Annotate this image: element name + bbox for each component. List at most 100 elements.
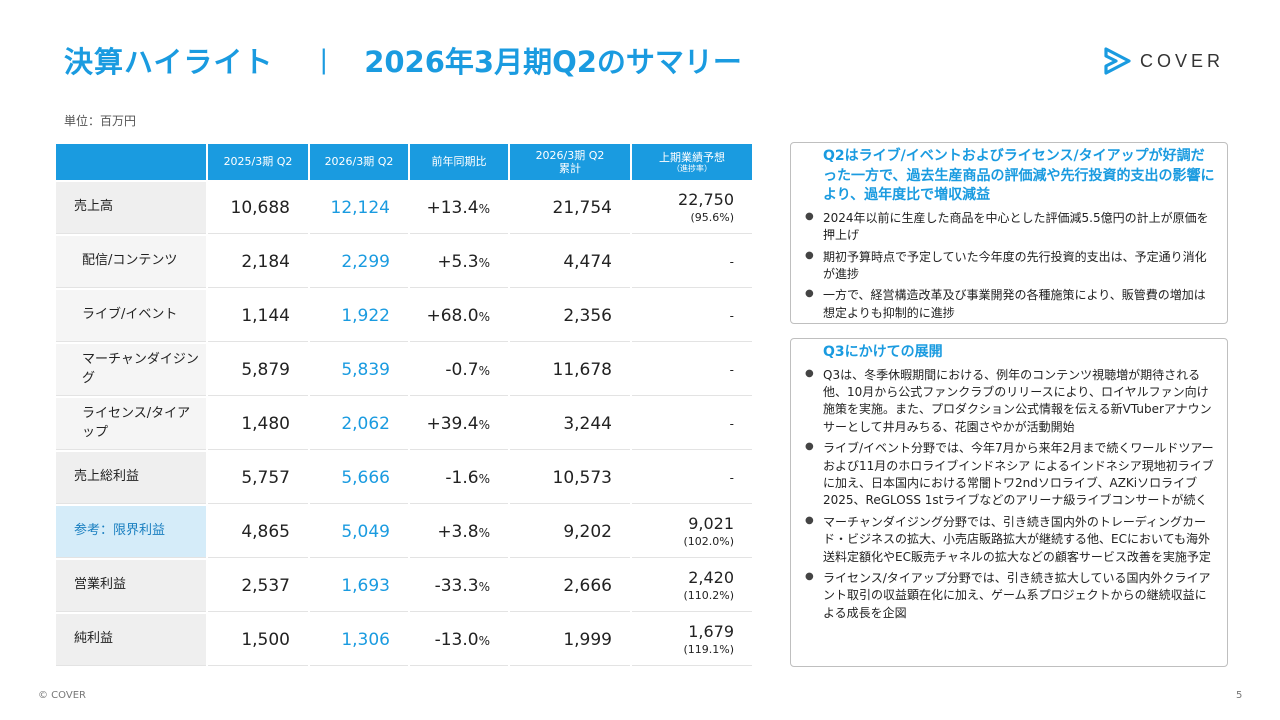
- pct-sign: %: [478, 201, 490, 216]
- cell-cumulative: 2,356: [510, 290, 630, 342]
- page-title: 決算ハイライト: [64, 45, 274, 79]
- forecast-progress: (102.0%): [683, 534, 734, 548]
- cell-forecast: -: [632, 452, 752, 504]
- q2-summary-list: 2024年以前に生産した商品を中心とした評価減5.5億円の計上が原価を押上げ 期…: [801, 210, 1217, 322]
- cell-yoy: +3.8%: [410, 506, 508, 558]
- table-row: 純利益 1,500 1,306 -13.0% 1,999 1,679 (119.1%): [56, 614, 752, 666]
- yoy-value: +3.8: [437, 521, 479, 542]
- cell-curr: 5,839: [310, 344, 408, 396]
- header-forecast-title: 上期業績予想: [659, 150, 725, 164]
- pct-sign: %: [478, 633, 490, 648]
- header-yoy: 前年同期比: [410, 144, 508, 180]
- header-prev: 2025/3期 Q2: [208, 144, 308, 180]
- forecast-progress: (95.6%): [690, 210, 734, 224]
- pct-sign: %: [478, 309, 490, 324]
- cell-yoy: +13.4%: [410, 182, 508, 234]
- cell-forecast: 22,750 (95.6%): [632, 182, 752, 234]
- cell-forecast: -: [632, 236, 752, 288]
- cell-curr: 1,693: [310, 560, 408, 612]
- cell-cumulative: 2,666: [510, 560, 630, 612]
- table-row: マーチャンダイジング 5,879 5,839 -0.7% 11,678-: [56, 344, 752, 396]
- cell-yoy: -0.7%: [410, 344, 508, 396]
- header-label: [56, 144, 206, 180]
- logo-text: COVER: [1140, 50, 1225, 71]
- row-label: 配信/コンテンツ: [56, 236, 206, 288]
- row-label: ライブ/イベント: [56, 290, 206, 342]
- pct-sign: %: [478, 471, 490, 486]
- yoy-value: -1.6: [445, 467, 479, 488]
- cell-curr: 1,922: [310, 290, 408, 342]
- cover-logo-icon: [1104, 47, 1131, 75]
- row-label: 参考：限界利益: [56, 506, 206, 558]
- cover-logo: COVER: [1102, 45, 1224, 77]
- cell-cumulative: 9,202: [510, 506, 630, 558]
- yoy-value: -33.3: [434, 575, 479, 596]
- row-label: 売上総利益: [56, 452, 206, 504]
- yoy-value: +13.4: [426, 197, 479, 218]
- table-row: ライセンス/タイアップ 1,480 2,062 +39.4% 3,244-: [56, 398, 752, 450]
- table-row: 参考：限界利益 4,865 5,049 +3.8% 9,202 9,021 (102.0%): [56, 506, 752, 558]
- pct-sign: %: [478, 417, 490, 432]
- cell-cumulative: 3,244: [510, 398, 630, 450]
- cell-yoy: -1.6%: [410, 452, 508, 504]
- forecast-value: 2,420: [688, 568, 734, 588]
- pct-sign: %: [478, 255, 490, 270]
- financial-table: 2025/3期 Q2 2026/3期 Q2 前年同期比 2026/3期 Q2 累…: [54, 142, 754, 668]
- cell-cumulative: 1,999: [510, 614, 630, 666]
- row-label: 純利益: [56, 614, 206, 666]
- page-title-area: 決算ハイライト | 2026年3月期Q2のサマリー: [64, 38, 742, 82]
- page-number: 5: [1236, 690, 1243, 701]
- forecast-value: 9,021: [688, 514, 734, 534]
- header-forecast-sub: （進捗率）: [672, 163, 712, 173]
- yoy-value: +39.4: [426, 413, 479, 434]
- table-body: 売上高 10,688 12,124 +13.4% 21,754 22,750 (95.6%)…: [56, 182, 752, 666]
- list-item: Q3は、冬季休暇期間における、例年のコンテンツ視聴増が期待される他、10月から公…: [801, 367, 1217, 437]
- cell-curr: 5,666: [310, 452, 408, 504]
- cell-cumulative: 11,678: [510, 344, 630, 396]
- q3-outlook-heading: Q3にかけての展開: [823, 344, 943, 360]
- cell-curr: 12,124: [310, 182, 408, 234]
- header-curr: 2026/3期 Q2: [310, 144, 408, 180]
- cell-cumulative: 21,754: [510, 182, 630, 234]
- cell-yoy: -33.3%: [410, 560, 508, 612]
- cell-forecast: -: [632, 398, 752, 450]
- cell-curr: 2,299: [310, 236, 408, 288]
- copyright: © COVER: [38, 690, 86, 701]
- table-row: ライブ/イベント 1,144 1,922 +68.0% 2,356-: [56, 290, 752, 342]
- cell-prev: 5,879: [208, 344, 308, 396]
- cell-yoy: +5.3%: [410, 236, 508, 288]
- cell-yoy: -13.0%: [410, 614, 508, 666]
- cell-yoy: +68.0%: [410, 290, 508, 342]
- page-subtitle: 2026年3月期Q2のサマリー: [364, 45, 742, 79]
- cell-prev: 10,688: [208, 182, 308, 234]
- cell-prev: 2,184: [208, 236, 308, 288]
- cell-forecast: -: [632, 290, 752, 342]
- cell-forecast: 9,021 (102.0%): [632, 506, 752, 558]
- table-row: 売上総利益 5,757 5,666 -1.6% 10,573-: [56, 452, 752, 504]
- cell-curr: 5,049: [310, 506, 408, 558]
- row-label: 売上高: [56, 182, 206, 234]
- cell-prev: 4,865: [208, 506, 308, 558]
- header-cumulative: 2026/3期 Q2 累計: [510, 144, 630, 180]
- cell-prev: 2,537: [208, 560, 308, 612]
- list-item: 一方で、経営構造改革及び事業開発の各種施策により、販管費の増加は想定よりも抑制的…: [801, 287, 1217, 322]
- row-label: マーチャンダイジング: [56, 344, 206, 396]
- yoy-value: -13.0: [434, 629, 479, 650]
- cell-prev: 1,480: [208, 398, 308, 450]
- cell-curr: 2,062: [310, 398, 408, 450]
- table-row: 配信/コンテンツ 2,184 2,299 +5.3% 4,474-: [56, 236, 752, 288]
- cell-forecast: -: [632, 344, 752, 396]
- list-item: 期初予算時点で予定していた今年度の先行投資的支出は、予定通り消化が進捗: [801, 249, 1217, 284]
- table-header-row: 2025/3期 Q2 2026/3期 Q2 前年同期比 2026/3期 Q2 累…: [56, 144, 752, 180]
- q2-summary-heading: Q2はライブ/イベントおよびライセンス/タイアップが好調だった一方で、過去生産商…: [823, 148, 1215, 204]
- cell-prev: 1,144: [208, 290, 308, 342]
- header-forecast: 上期業績予想 （進捗率）: [632, 144, 752, 180]
- yoy-value: +68.0: [426, 305, 479, 326]
- forecast-value: 1,679: [688, 622, 734, 642]
- cell-forecast: 1,679 (119.1%): [632, 614, 752, 666]
- pct-sign: %: [478, 579, 490, 594]
- title-separator: |: [319, 45, 329, 75]
- unit-label: 単位：百万円: [64, 114, 137, 128]
- pct-sign: %: [478, 525, 490, 540]
- table-row: 売上高 10,688 12,124 +13.4% 21,754 22,750 (95.6%): [56, 182, 752, 234]
